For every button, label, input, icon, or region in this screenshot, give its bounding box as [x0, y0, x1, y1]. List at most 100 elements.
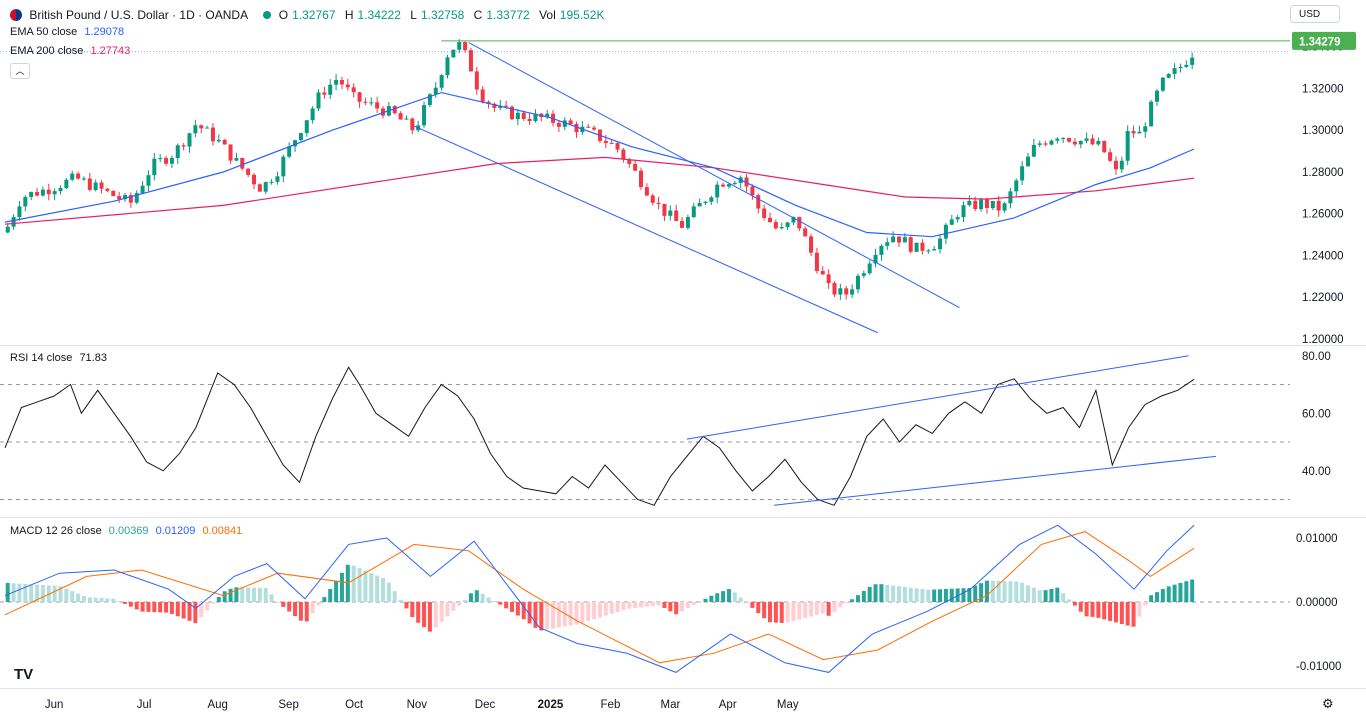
candle-body — [175, 145, 180, 159]
macd-histogram-bar — [897, 586, 901, 602]
macd-histogram-bar — [58, 586, 63, 602]
tradingview-logo-icon[interactable]: TV — [14, 666, 34, 683]
candle-body — [809, 236, 814, 253]
macd-histogram-bar — [979, 583, 984, 602]
price-tick-label: 1.28000 — [1302, 167, 1344, 179]
candle-body — [70, 173, 75, 180]
currency-label: USD — [1299, 9, 1321, 20]
candle-body — [1113, 160, 1118, 170]
gbp-usd-flag-icon — [10, 9, 22, 21]
macd-histogram-bar — [779, 602, 784, 623]
macd-histogram-bar — [357, 568, 362, 602]
macd-histogram-bar — [556, 602, 561, 628]
candle-body — [990, 200, 995, 209]
macd-histogram-bar — [908, 587, 913, 602]
macd-histogram-bar — [785, 602, 790, 623]
candle-body — [726, 184, 731, 187]
candle-body — [52, 191, 57, 195]
candle-body — [621, 149, 626, 160]
settings-gear-icon[interactable]: ⚙ — [1322, 696, 1334, 711]
macd-histogram-bar — [457, 602, 462, 606]
macd-histogram-bar — [697, 601, 702, 603]
macd-histogram-bar — [820, 602, 825, 614]
macd-histogram-bar — [926, 589, 931, 602]
candle-body — [328, 84, 333, 95]
macd-histogram-bar — [293, 602, 298, 617]
candle-body — [252, 174, 256, 185]
candle-body — [639, 170, 643, 188]
candle-body — [756, 195, 761, 209]
candle-body — [668, 210, 673, 216]
candle-body — [111, 190, 116, 197]
candle-body — [146, 175, 151, 186]
macd-histogram-bar — [1049, 588, 1054, 602]
candle-body — [398, 113, 403, 120]
ema200-label: EMA 200 close — [10, 45, 84, 57]
candle-body — [93, 182, 98, 190]
close-value: 1.33772 — [486, 8, 530, 22]
volume-value: 195.52K — [559, 8, 605, 22]
macd-histogram-bar — [322, 597, 327, 602]
candle-body — [1102, 140, 1107, 153]
macd-histogram-bar — [169, 602, 174, 614]
candle-body — [451, 49, 456, 58]
currency-button[interactable]: USD — [1290, 5, 1340, 23]
macd-histogram-bar — [216, 596, 221, 602]
candle-body — [662, 203, 667, 216]
candle-body — [545, 113, 550, 118]
macd-histogram-bar — [1031, 587, 1036, 602]
macd-histogram-bar — [363, 570, 368, 602]
macd-histogram-bar — [744, 602, 749, 603]
ema200-legend[interactable]: EMA 200 close 1.27743 — [10, 45, 134, 57]
rsi-tick-label: 60.00 — [1302, 408, 1331, 420]
macd-histogram-bar — [826, 602, 831, 616]
candle-body — [298, 133, 303, 141]
macd-hist-value: 0.00369 — [108, 525, 149, 537]
candle-body — [35, 192, 40, 196]
macd-histogram-bar — [879, 584, 884, 602]
candle-body — [838, 288, 843, 295]
macd-histogram-bar — [809, 602, 814, 617]
candle-body — [1149, 101, 1154, 127]
macd-histogram-bar — [193, 602, 198, 624]
macd-histogram-bar — [685, 602, 690, 609]
rsi-legend[interactable]: RSI 14 close 71.83 — [10, 352, 111, 364]
ema50-legend[interactable]: EMA 50 close 1.29078 — [10, 26, 128, 38]
macd-histogram-bar — [93, 597, 98, 602]
candle-body — [187, 133, 192, 147]
market-status-icon[interactable] — [263, 11, 272, 19]
rsi-trendline — [686, 355, 1189, 440]
candle-body — [973, 200, 978, 210]
macd-histogram-bar — [984, 580, 989, 602]
candle-body — [955, 217, 960, 220]
macd-line-value: 0.01209 — [155, 525, 196, 537]
macd-histogram-bar — [1160, 589, 1165, 602]
macd-histogram-bar — [99, 598, 104, 602]
candle-body — [914, 242, 919, 252]
macd-histogram-bar — [580, 602, 585, 623]
candle-body — [1014, 180, 1019, 192]
candle-body — [609, 143, 614, 145]
symbol-title[interactable]: British Pound / U.S. Dollar · 1D · OANDA — [29, 8, 249, 22]
macd-histogram-bar — [639, 602, 643, 608]
candle-body — [1178, 66, 1183, 69]
macd-histogram-bar — [867, 586, 872, 602]
macd-histogram-bar — [797, 602, 802, 620]
macd-histogram-bar — [310, 602, 315, 614]
macd-legend[interactable]: MACD 12 26 close 0.00369 0.01209 0.00841 — [10, 525, 246, 537]
macd-histogram-bar — [1119, 602, 1124, 624]
macd-histogram-bar — [1096, 602, 1101, 618]
macd-histogram-bar — [1166, 586, 1171, 602]
collapse-legend-button[interactable]: ︿ — [10, 63, 30, 79]
macd-histogram-bar — [433, 602, 438, 628]
macd-histogram-bar — [1172, 584, 1177, 602]
candle-body — [445, 57, 450, 76]
candle-body — [926, 250, 931, 252]
candle-body — [779, 227, 784, 229]
rsi-label: RSI 14 close — [10, 352, 73, 364]
macd-histogram-bar — [1078, 602, 1083, 612]
macd-histogram-bar — [850, 599, 855, 602]
macd-histogram-bar — [515, 602, 520, 616]
macd-histogram-bar — [1137, 602, 1142, 617]
